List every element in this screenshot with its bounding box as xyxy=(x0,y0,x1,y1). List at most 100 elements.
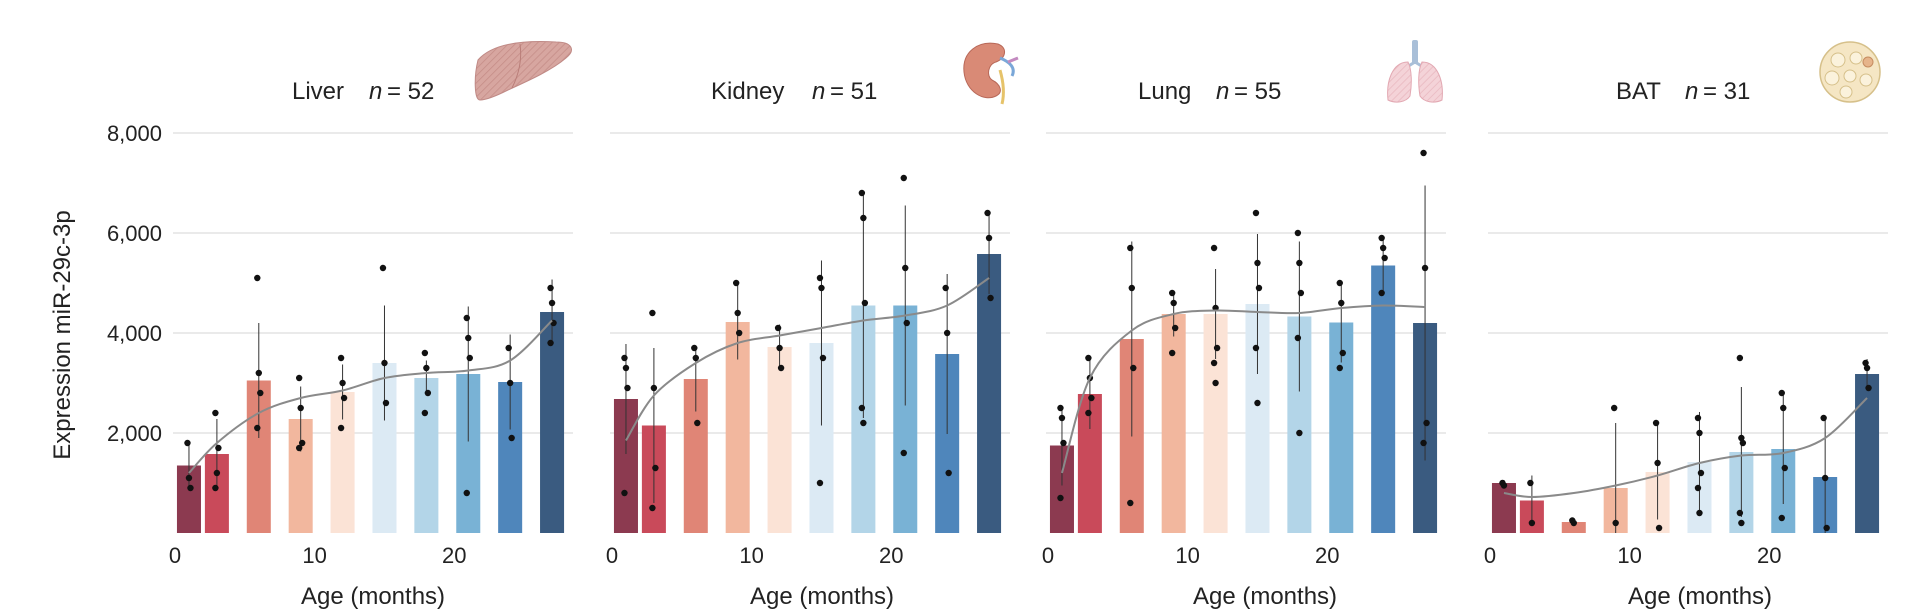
data-point xyxy=(1652,419,1660,427)
data-point xyxy=(943,329,951,337)
data-point xyxy=(650,384,658,392)
data-point xyxy=(466,354,473,362)
panel-title-n-value: = 51 xyxy=(830,78,877,105)
bar xyxy=(1491,483,1516,533)
data-point xyxy=(984,209,991,217)
data-point xyxy=(379,264,387,272)
data-point xyxy=(732,279,740,287)
data-point xyxy=(465,334,472,342)
data-point xyxy=(1127,244,1134,252)
data-point xyxy=(548,299,556,307)
x-tick-label: 0 xyxy=(1484,543,1496,568)
panel-title-n: n xyxy=(1685,78,1698,105)
y-tick-label: 8,000 xyxy=(107,121,162,146)
data-point xyxy=(1168,349,1176,357)
data-point xyxy=(900,174,907,182)
data-point xyxy=(942,284,949,292)
bar xyxy=(1561,522,1586,533)
panel-title-n: n xyxy=(1216,78,1229,105)
data-point xyxy=(945,469,952,477)
panel-kidney: Kidney n = 51 0 10 20 Age (months) xyxy=(606,42,1019,610)
panel-title-tissue: Lung xyxy=(1138,78,1191,105)
data-point xyxy=(1739,439,1747,447)
data-point xyxy=(506,379,514,387)
x-axis-title: Age (months) xyxy=(1628,583,1772,610)
trend-line xyxy=(1503,397,1868,499)
data-point xyxy=(508,434,515,442)
x-tick-label: 20 xyxy=(1757,543,1781,568)
x-axis-title: Age (months) xyxy=(301,583,445,610)
data-point xyxy=(1420,149,1427,157)
data-point xyxy=(298,439,306,447)
lung-icon xyxy=(1387,40,1443,103)
data-point xyxy=(184,439,191,447)
data-point xyxy=(652,464,659,472)
bar xyxy=(1855,374,1880,533)
y-tick-label: 2,000 xyxy=(107,421,162,446)
data-point xyxy=(1500,482,1508,489)
y-axis-title: Expression miR-29c-3p xyxy=(49,210,76,459)
kidney-icon xyxy=(963,42,1019,105)
data-point xyxy=(340,394,348,402)
data-point xyxy=(463,489,470,497)
data-point xyxy=(339,379,346,387)
data-point xyxy=(1294,229,1302,237)
data-point xyxy=(1697,469,1705,477)
data-point xyxy=(1736,354,1744,362)
bar xyxy=(1371,265,1396,533)
data-point xyxy=(212,484,219,492)
panel-title-n-value: = 55 xyxy=(1234,78,1281,105)
data-point xyxy=(1379,244,1387,252)
x-tick-label: 20 xyxy=(1315,543,1339,568)
x-axis-title: Age (months) xyxy=(1193,583,1337,610)
data-point xyxy=(858,404,866,412)
panel-title-tissue: BAT xyxy=(1616,78,1661,105)
data-point xyxy=(649,309,656,317)
data-point xyxy=(903,319,910,327)
data-point xyxy=(254,424,261,432)
data-point xyxy=(1060,439,1067,447)
data-point xyxy=(423,364,430,372)
data-point xyxy=(1058,414,1066,422)
data-point xyxy=(1778,514,1785,522)
data-point xyxy=(382,399,390,407)
x-tick-label: 10 xyxy=(302,543,326,568)
data-point xyxy=(1820,414,1827,422)
panel-title-tissue: Liver xyxy=(292,78,344,105)
trend-line xyxy=(1061,304,1426,474)
panel-lung: Lung n = 55 0 10 20 Age (months) xyxy=(1042,40,1446,610)
data-point xyxy=(985,234,993,242)
data-point xyxy=(187,484,194,492)
x-axis-title: Age (months) xyxy=(750,583,894,610)
data-point xyxy=(1696,509,1703,517)
data-point xyxy=(692,354,699,362)
panel-liver: Liver n = 52 0 10 20 Age (months) xyxy=(169,41,573,610)
data-point xyxy=(1865,384,1872,392)
data-point xyxy=(381,359,388,367)
data-point xyxy=(621,489,628,497)
data-point xyxy=(547,339,554,347)
trend-line xyxy=(188,319,553,474)
data-point xyxy=(1778,389,1785,397)
data-point xyxy=(774,324,782,332)
liver-icon xyxy=(474,41,572,101)
data-point xyxy=(1088,394,1095,402)
data-point xyxy=(860,214,867,222)
data-point xyxy=(1336,364,1343,372)
x-tick-label: 20 xyxy=(442,543,466,568)
panel-title-n-value: = 31 xyxy=(1703,78,1750,105)
data-point xyxy=(1781,464,1788,472)
data-point xyxy=(1127,499,1134,507)
data-point xyxy=(1736,509,1744,517)
data-point xyxy=(1527,479,1534,487)
data-point xyxy=(818,284,825,292)
data-point xyxy=(1610,404,1618,412)
bar xyxy=(414,378,439,533)
data-point xyxy=(257,389,264,397)
data-point xyxy=(621,354,628,362)
x-tick-label: 0 xyxy=(606,543,618,568)
x-tick-label: 10 xyxy=(1617,543,1641,568)
panel-title-n: n xyxy=(812,78,825,105)
data-point xyxy=(1128,284,1135,292)
data-point xyxy=(1171,324,1179,332)
